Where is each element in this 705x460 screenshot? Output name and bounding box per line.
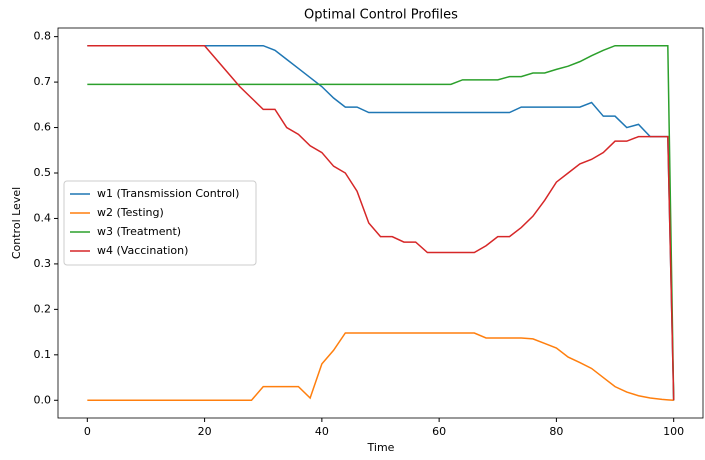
y-tick-label: 0.0 (34, 393, 52, 406)
y-tick-label: 0.6 (34, 121, 52, 134)
series-line (87, 44, 675, 401)
x-tick-label: 0 (84, 425, 91, 438)
y-tick-label: 0.1 (34, 348, 52, 361)
y-tick-label: 0.4 (34, 211, 52, 224)
legend-label: w4 (Vaccination) (97, 244, 188, 257)
series-line (87, 44, 675, 401)
x-axis-label: Time (367, 441, 395, 454)
x-tick-label: 40 (315, 425, 329, 438)
y-tick-label: 0.2 (34, 302, 52, 315)
x-tick-label: 20 (198, 425, 212, 438)
y-tick-label: 0.3 (34, 257, 52, 270)
chart-title: Optimal Control Profiles (304, 8, 458, 23)
x-tick-label: 80 (549, 425, 563, 438)
legend-label: w1 (Transmission Control) (97, 187, 239, 200)
legend-label: w3 (Treatment) (97, 225, 181, 238)
y-tick-label: 0.7 (34, 75, 52, 88)
y-tick-label: 0.5 (34, 166, 52, 179)
y-axis-label: Control Level (10, 187, 23, 259)
y-tick-label: 0.8 (34, 30, 52, 43)
legend-label: w2 (Testing) (97, 206, 164, 219)
x-tick-label: 60 (432, 425, 446, 438)
legend-box (63, 180, 257, 266)
series-line (87, 332, 674, 402)
plot-frame (57, 27, 704, 419)
x-tick-label: 100 (663, 425, 684, 438)
